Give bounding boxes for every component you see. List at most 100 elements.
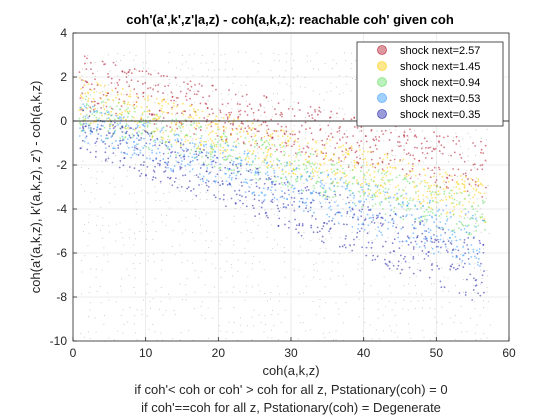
- data-point: [128, 110, 131, 113]
- background-point: [375, 329, 377, 331]
- background-point: [351, 63, 352, 65]
- data-point: [410, 241, 413, 244]
- background-point: [435, 175, 437, 177]
- data-point: [354, 204, 357, 207]
- background-point: [246, 285, 248, 287]
- background-point: [135, 55, 137, 57]
- background-point: [217, 108, 219, 110]
- data-point: [466, 190, 469, 193]
- x-tick-label: 10: [139, 346, 153, 360]
- data-point: [430, 237, 433, 240]
- background-point: [480, 208, 482, 210]
- background-point: [211, 62, 213, 63]
- data-point: [295, 224, 298, 227]
- data-point: [397, 236, 399, 239]
- data-point: [324, 191, 327, 194]
- background-point: [180, 332, 182, 334]
- background-point: [128, 69, 130, 71]
- background-point: [463, 292, 465, 293]
- data-point: [122, 100, 125, 103]
- background-point: [180, 137, 182, 139]
- data-point: [436, 135, 438, 138]
- background-point: [194, 175, 195, 176]
- data-point: [367, 184, 370, 187]
- background-point: [97, 108, 98, 110]
- data-point: [244, 110, 246, 113]
- background-point: [323, 109, 325, 111]
- background-point: [421, 146, 423, 148]
- background-point: [260, 200, 262, 202]
- data-point: [392, 196, 395, 199]
- data-point: [238, 110, 240, 113]
- data-point: [311, 147, 314, 150]
- background-point: [475, 216, 477, 218]
- data-point: [307, 146, 310, 149]
- data-point: [274, 189, 277, 192]
- data-point: [238, 124, 240, 127]
- data-point: [383, 153, 386, 156]
- background-point: [208, 247, 210, 248]
- data-point: [414, 146, 416, 149]
- data-point: [464, 190, 467, 193]
- background-point: [345, 284, 347, 286]
- data-point: [232, 162, 234, 165]
- data-point: [270, 186, 273, 189]
- background-point: [289, 201, 291, 203]
- data-point: [352, 192, 354, 194]
- data-point: [451, 255, 454, 258]
- data-point: [248, 157, 250, 160]
- background-point: [247, 156, 249, 158]
- data-point: [258, 187, 261, 189]
- data-point: [177, 161, 180, 164]
- data-point: [288, 164, 291, 167]
- data-point: [295, 167, 298, 169]
- data-point: [245, 169, 248, 172]
- data-point: [333, 173, 336, 176]
- background-point: [391, 330, 393, 332]
- data-point: [445, 212, 448, 215]
- background-point: [345, 60, 347, 61]
- data-point: [405, 197, 408, 200]
- data-point: [266, 171, 269, 174]
- data-point: [373, 221, 376, 224]
- data-point: [364, 191, 367, 194]
- data-point: [221, 183, 224, 185]
- data-point: [144, 122, 147, 125]
- data-point: [283, 154, 286, 156]
- data-point: [372, 254, 375, 257]
- background-point: [374, 238, 376, 240]
- background-point: [174, 254, 176, 256]
- data-point: [183, 155, 186, 158]
- background-point: [280, 186, 282, 188]
- data-point: [467, 257, 470, 260]
- background-point: [102, 237, 104, 239]
- background-point: [146, 283, 148, 285]
- background-point: [343, 275, 344, 277]
- data-point: [345, 223, 348, 226]
- data-point: [399, 204, 402, 206]
- data-point: [252, 207, 255, 210]
- data-point: [298, 205, 301, 208]
- data-point: [164, 166, 167, 169]
- background-point: [396, 224, 398, 226]
- background-point: [258, 169, 260, 171]
- data-point: [397, 260, 400, 263]
- data-point: [399, 272, 402, 275]
- background-point: [466, 217, 468, 219]
- data-point: [217, 126, 219, 128]
- data-point: [215, 115, 218, 118]
- data-point: [431, 268, 434, 271]
- background-point: [476, 177, 478, 179]
- background-point: [342, 92, 344, 94]
- data-point: [126, 116, 129, 118]
- data-point: [133, 116, 135, 119]
- data-point: [111, 108, 114, 111]
- data-point: [269, 147, 272, 150]
- data-point: [298, 168, 301, 170]
- background-point: [291, 53, 293, 55]
- background-point: [473, 230, 475, 232]
- data-point: [442, 180, 445, 183]
- data-point: [360, 126, 363, 129]
- data-point: [406, 180, 409, 183]
- background-point: [119, 222, 121, 224]
